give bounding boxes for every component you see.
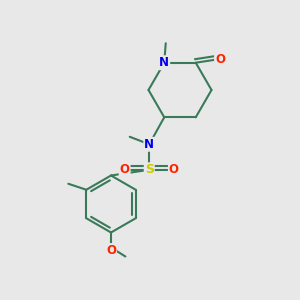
Text: S: S (145, 163, 154, 176)
Text: N: N (159, 56, 169, 69)
Text: O: O (120, 163, 130, 176)
Text: O: O (215, 53, 225, 66)
Text: N: N (144, 138, 154, 151)
Text: O: O (106, 244, 116, 257)
Text: O: O (169, 163, 179, 176)
